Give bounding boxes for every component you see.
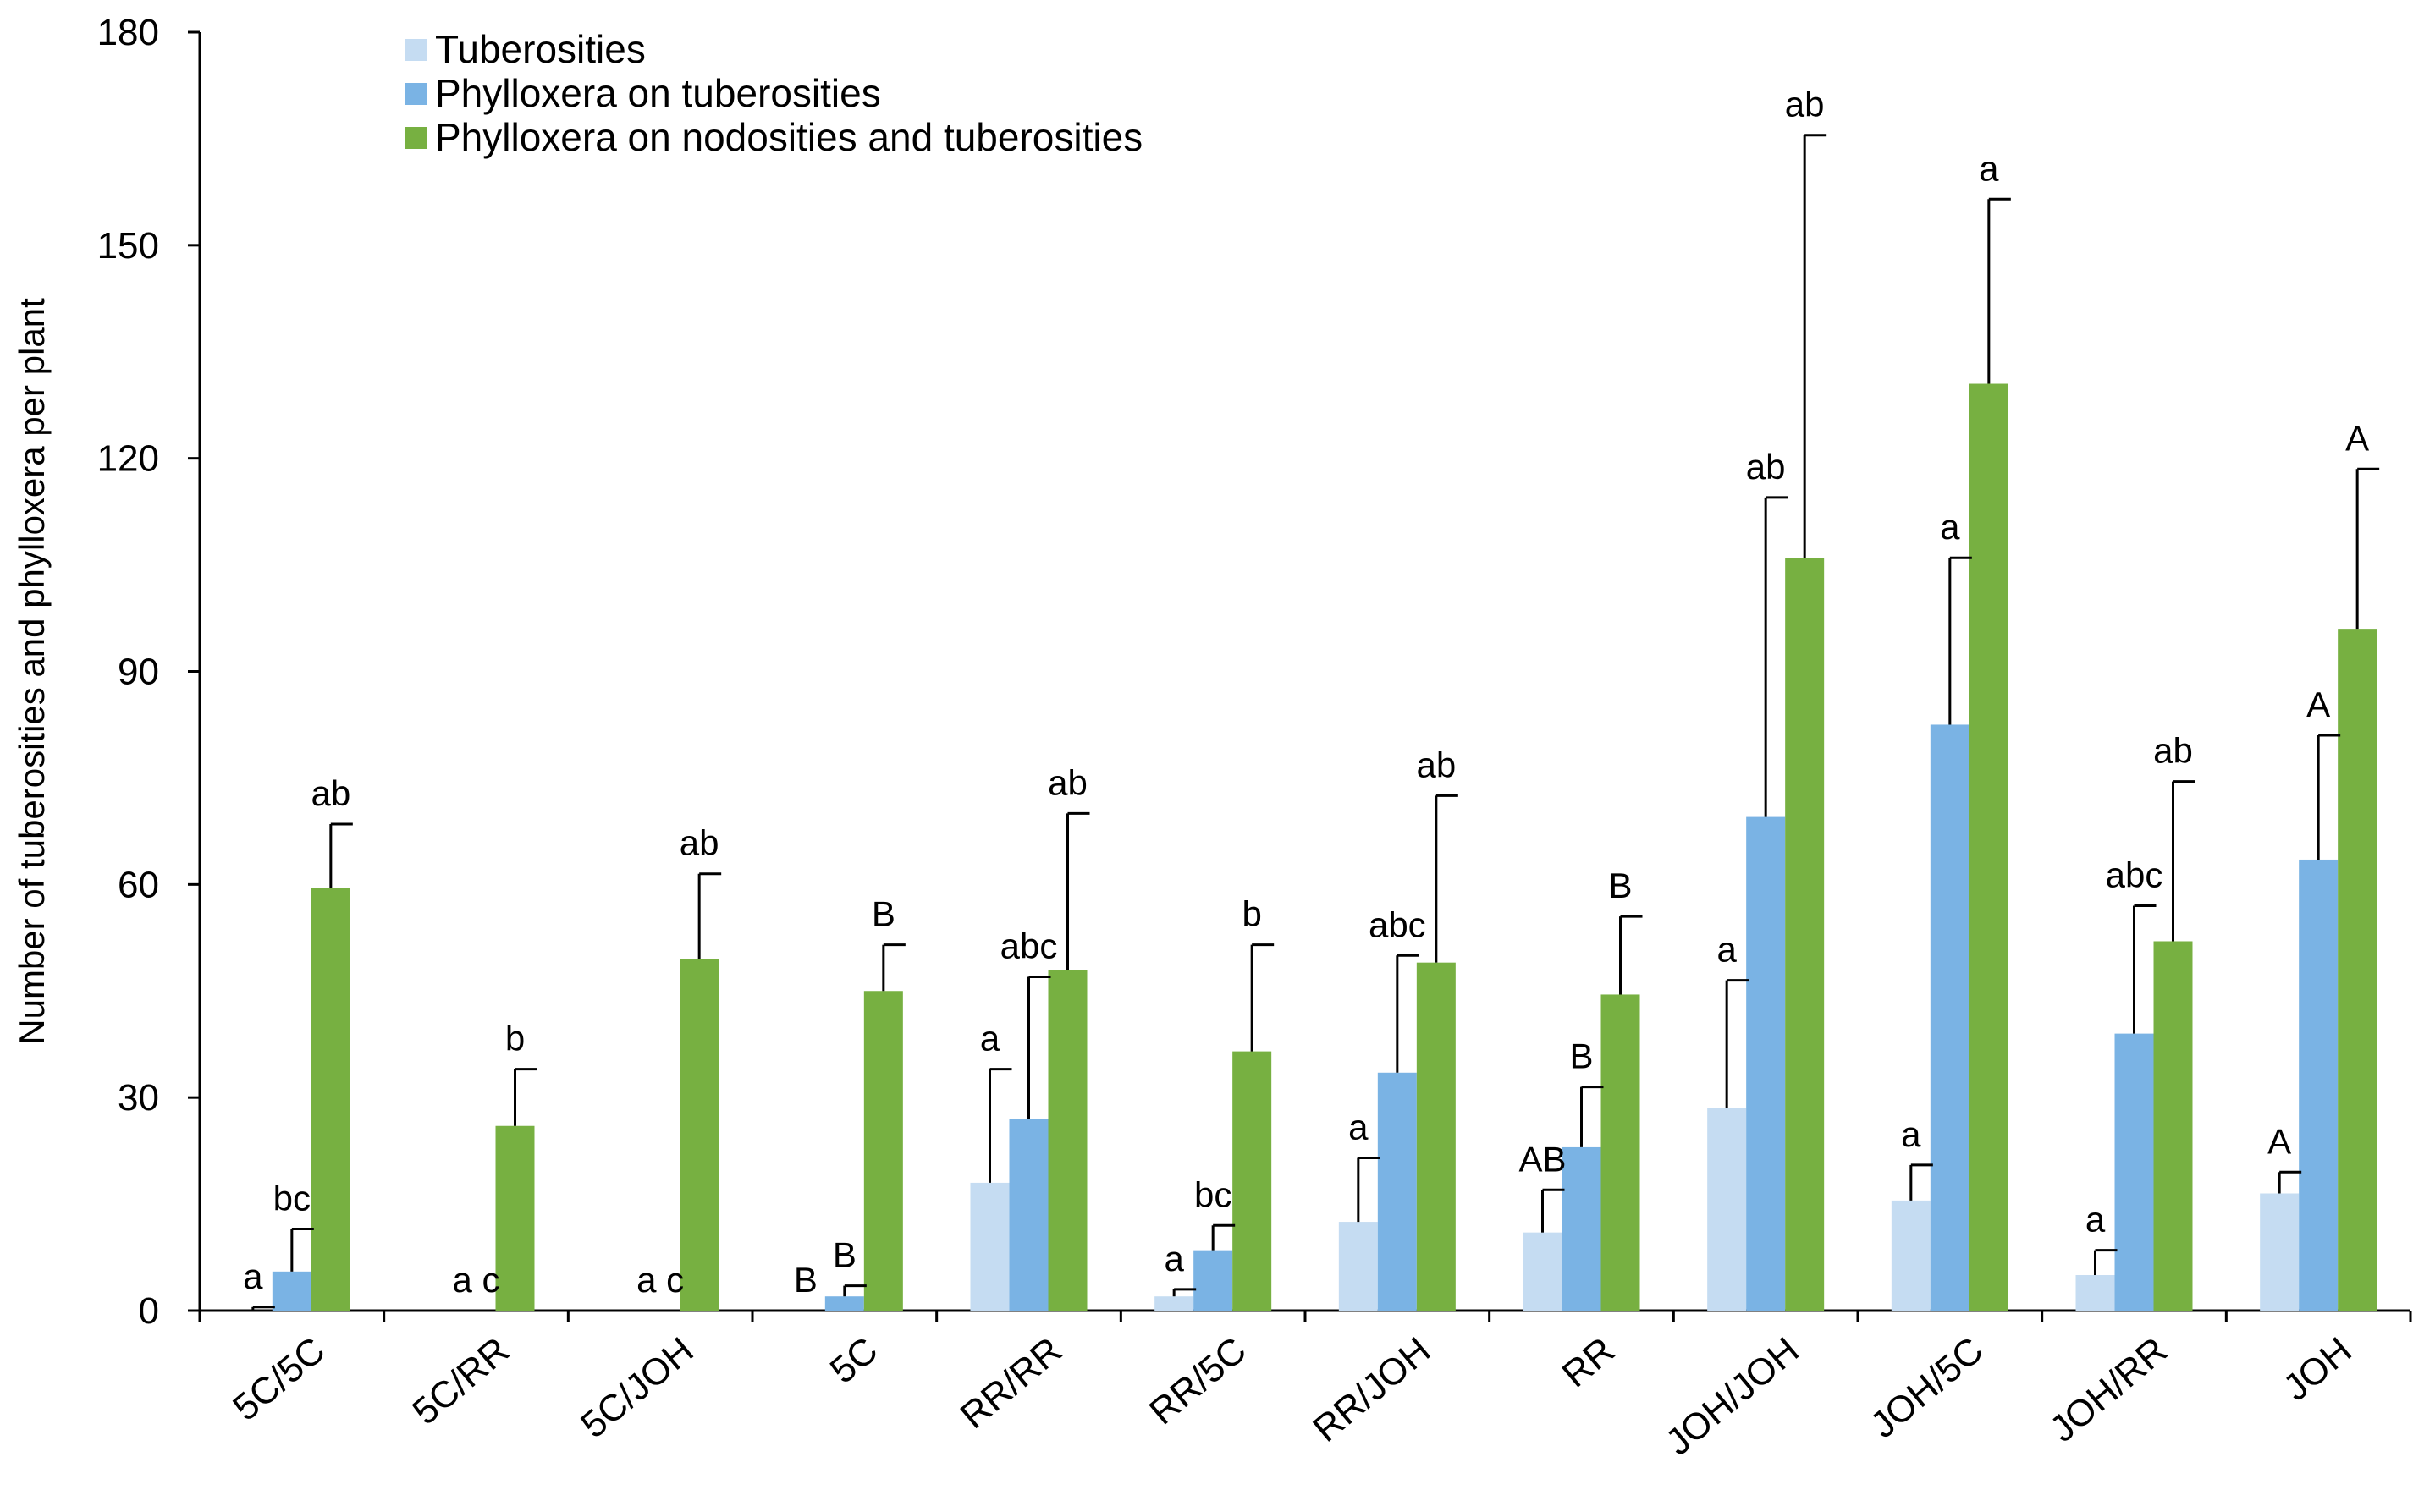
y-tick-label: 0 [139, 1290, 159, 1332]
y-axis-label: Number of tuberosities and phylloxera pe… [12, 298, 52, 1045]
bar [1154, 1296, 1194, 1311]
bar [495, 1125, 535, 1311]
significance-label: b [1242, 894, 1261, 934]
significance-label: A [2345, 418, 2369, 458]
legend-swatch [405, 39, 427, 61]
x-category-label: 5C/5C [225, 1329, 333, 1429]
significance-label: a c [636, 1260, 684, 1300]
legend-label: Phylloxera on tuberosities [435, 71, 881, 115]
bar [1930, 724, 1970, 1311]
significance-label: a c [452, 1260, 499, 1300]
y-tick-label: 120 [97, 438, 159, 480]
bar [1707, 1108, 1747, 1311]
significance-label: a [1901, 1114, 1921, 1154]
significance-label: A [2267, 1121, 2291, 1161]
bar [1416, 962, 1456, 1311]
x-category-label: 5C/JOH [573, 1329, 701, 1446]
bar [1891, 1200, 1931, 1311]
x-category-label: JOH/RR [2042, 1329, 2175, 1450]
significance-label: b [505, 1019, 525, 1058]
legend-swatch [405, 83, 427, 105]
significance-label: ab [1048, 762, 1088, 802]
significance-label: B [833, 1235, 857, 1275]
bar [1377, 1072, 1417, 1311]
x-category-label: JOH/5C [1863, 1329, 1991, 1446]
significance-label: abc [2106, 855, 2163, 895]
significance-label: a [1348, 1108, 1369, 1147]
significance-label: B [1569, 1036, 1593, 1076]
significance-label: a [980, 1019, 1000, 1058]
significance-label: ab [1785, 85, 1825, 124]
bar [1600, 994, 1640, 1311]
y-tick-label: 90 [118, 652, 159, 693]
significance-label: ab [1416, 745, 1456, 784]
bar [2075, 1275, 2115, 1311]
bar [824, 1296, 864, 1311]
y-tick-label: 60 [118, 864, 159, 905]
bar [1193, 1250, 1233, 1311]
x-category-label: JOH/JOH [1658, 1329, 1807, 1464]
x-categories: 5C/5C 5C/RR 5C/JOH 5C RR/RR RR/5C RR/JOH RR JOH/… [198, 1311, 2412, 1464]
x-category-label: RR/JOH [1305, 1329, 1438, 1450]
bar [1523, 1232, 1562, 1311]
plot-area: 0 30 60 90 120 150 180 5C/5C 5C/RR 5C/JOH 5C RR/RR… [97, 12, 2412, 1464]
x-category-label: RR/5C [1142, 1329, 1254, 1432]
significance-label: bc [273, 1178, 311, 1218]
significance-label: ab [1746, 447, 1786, 487]
significance-label: bc [1194, 1174, 1231, 1214]
bar [1746, 816, 1786, 1311]
bar [2260, 1193, 2300, 1311]
legend-swatch [405, 127, 427, 149]
significance-label: B [794, 1260, 818, 1300]
significance-label: ab [2153, 731, 2193, 771]
y-tick-label: 30 [118, 1077, 159, 1119]
significance-label: abc [1369, 904, 1426, 944]
significance-label: ab [680, 823, 719, 863]
bar [1232, 1051, 1272, 1311]
bar [1785, 558, 1825, 1311]
bar [863, 991, 903, 1311]
x-category-label: 5C [823, 1329, 886, 1392]
significance-label: A [2306, 685, 2330, 724]
x-category-label: 5C/RR [405, 1329, 517, 1432]
bar [1338, 1222, 1378, 1311]
significance-label: a [243, 1256, 263, 1296]
bar [1562, 1146, 1601, 1311]
bars [272, 383, 2377, 1311]
bar [311, 888, 350, 1311]
legend-label: Tuberosities [435, 27, 646, 71]
legend-label: Phylloxera on nodosities and tuberositie… [435, 115, 1143, 159]
x-category-label: RR/RR [953, 1329, 1070, 1437]
bar [2153, 941, 2193, 1311]
significance-label: a [1716, 930, 1737, 970]
bar [2338, 629, 2377, 1311]
x-category-label: JOH [2276, 1329, 2360, 1409]
bar [970, 1182, 1010, 1311]
significance-label: a [1979, 148, 1999, 188]
significance-label: abc [1000, 926, 1058, 965]
significance-label: B [1608, 866, 1632, 905]
bar [2114, 1033, 2154, 1311]
x-category-label: RR [1555, 1329, 1622, 1395]
bar [680, 959, 719, 1311]
significance-label: B [872, 894, 895, 934]
error-bars [251, 134, 2380, 1311]
significance-label: a [1164, 1239, 1184, 1278]
significance-label: a [2085, 1200, 2106, 1240]
y-ticks: 0 30 60 90 120 150 180 [97, 12, 200, 1332]
significance-label: AB [1518, 1139, 1566, 1179]
significance-label: ab [311, 773, 350, 813]
bar [2299, 859, 2339, 1311]
bar [1969, 383, 2008, 1311]
bar [1048, 970, 1088, 1311]
bar [1009, 1119, 1049, 1311]
y-tick-label: 150 [97, 225, 159, 267]
significance-label: a [1940, 507, 1960, 547]
bar [272, 1271, 311, 1311]
y-tick-label: 180 [97, 12, 159, 53]
